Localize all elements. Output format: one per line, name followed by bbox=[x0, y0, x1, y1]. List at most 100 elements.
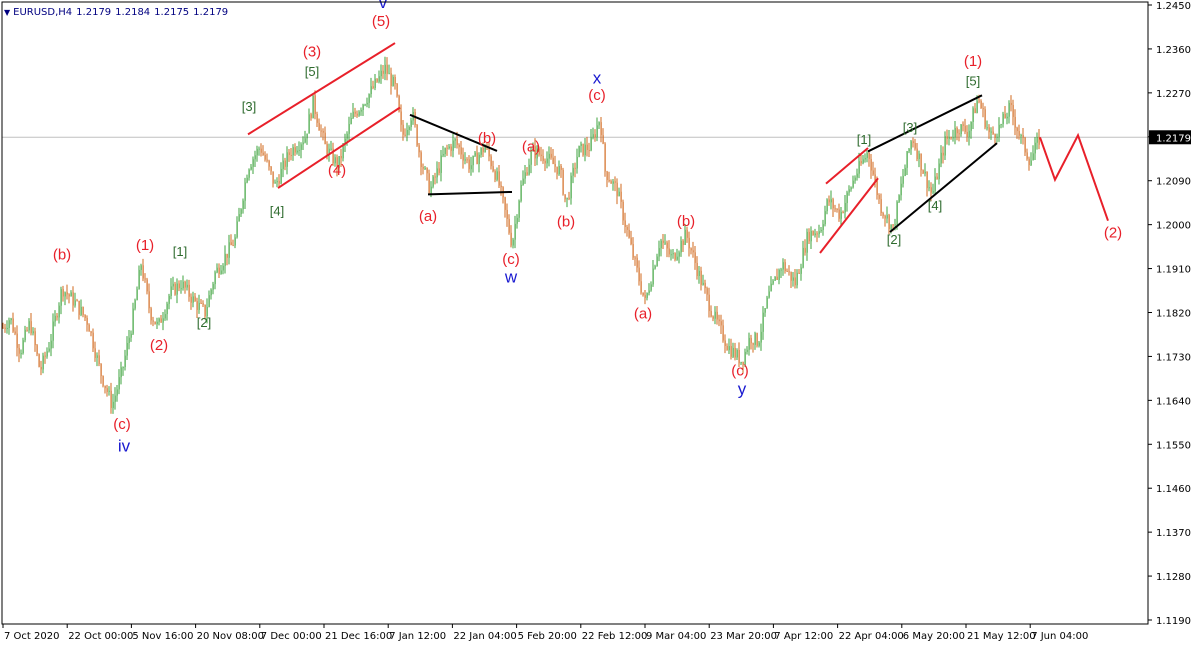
candle bbox=[294, 143, 296, 156]
chart-header: ▼ EURUSD,H4 1.2179 1.2184 1.2175 1.2179 bbox=[4, 7, 232, 18]
candle bbox=[144, 273, 146, 283]
candle bbox=[1034, 137, 1036, 161]
candle bbox=[686, 226, 688, 243]
candle bbox=[714, 306, 716, 325]
candle bbox=[684, 223, 686, 246]
candle bbox=[506, 203, 508, 227]
candle bbox=[444, 147, 446, 158]
candle bbox=[54, 310, 56, 327]
y-tick-label: 1.1550 bbox=[1156, 440, 1191, 451]
candle bbox=[596, 117, 598, 142]
candle bbox=[836, 208, 838, 213]
candle bbox=[452, 133, 454, 158]
candle bbox=[656, 253, 658, 267]
candle bbox=[972, 106, 974, 129]
candle bbox=[42, 352, 44, 374]
candle bbox=[332, 142, 334, 166]
candle bbox=[768, 285, 770, 299]
x-tick-label: 23 Mar 20:00 bbox=[710, 631, 777, 642]
x-tick-label: 9 Mar 04:00 bbox=[646, 631, 706, 642]
candle bbox=[356, 110, 358, 118]
candle bbox=[926, 171, 928, 197]
candle bbox=[340, 148, 342, 167]
candle bbox=[776, 268, 778, 280]
candle bbox=[266, 153, 268, 163]
candle bbox=[724, 334, 726, 354]
candle bbox=[432, 175, 434, 189]
trendline-3 bbox=[409, 113, 498, 152]
candle bbox=[462, 147, 464, 169]
candle bbox=[580, 141, 582, 153]
candle bbox=[608, 171, 610, 183]
candle bbox=[240, 208, 242, 217]
candle bbox=[122, 366, 124, 376]
candle bbox=[472, 155, 474, 173]
candle bbox=[448, 143, 450, 150]
candle bbox=[18, 343, 20, 363]
candle bbox=[10, 317, 12, 325]
candle bbox=[898, 194, 900, 204]
candle bbox=[588, 142, 590, 157]
low-price: 1.2175 bbox=[154, 7, 190, 18]
wave-label: y bbox=[738, 380, 747, 399]
candle bbox=[226, 253, 228, 266]
candle bbox=[318, 118, 320, 131]
trendline-8 bbox=[889, 142, 998, 233]
wave-label: [3] bbox=[903, 120, 917, 135]
candle bbox=[950, 136, 952, 140]
candle bbox=[918, 150, 920, 168]
candle bbox=[644, 289, 646, 305]
collapse-triangle-icon[interactable]: ▼ bbox=[4, 8, 11, 17]
candle bbox=[816, 231, 818, 243]
candle bbox=[804, 239, 806, 256]
candle bbox=[884, 214, 886, 227]
candle bbox=[310, 112, 312, 121]
candle bbox=[362, 103, 364, 116]
candle bbox=[1000, 123, 1002, 129]
candle bbox=[364, 103, 366, 107]
candle bbox=[176, 278, 178, 304]
y-tick-label: 1.2000 bbox=[1156, 221, 1191, 232]
candle bbox=[190, 293, 192, 310]
candle bbox=[626, 224, 628, 237]
candle bbox=[860, 154, 862, 166]
candle bbox=[624, 212, 626, 234]
candle bbox=[306, 133, 308, 145]
candle bbox=[554, 155, 556, 173]
candle bbox=[50, 333, 52, 357]
trendline-2 bbox=[277, 106, 401, 189]
candle bbox=[352, 102, 354, 120]
candle bbox=[842, 210, 844, 214]
candle bbox=[166, 301, 168, 321]
candle bbox=[142, 258, 144, 282]
candle bbox=[372, 80, 374, 90]
candle bbox=[376, 78, 378, 83]
candle bbox=[16, 325, 18, 357]
candle bbox=[212, 281, 214, 295]
candle bbox=[936, 172, 938, 180]
x-tick-label: 20 Nov 08:00 bbox=[197, 631, 264, 642]
candle bbox=[152, 316, 154, 327]
candle bbox=[328, 143, 330, 162]
candle bbox=[612, 178, 614, 191]
candle bbox=[844, 195, 846, 219]
candle bbox=[84, 314, 86, 322]
candle bbox=[520, 180, 522, 203]
candle bbox=[164, 309, 166, 321]
candle bbox=[422, 163, 424, 175]
candle bbox=[366, 97, 368, 108]
candle bbox=[112, 393, 114, 414]
candle bbox=[772, 279, 774, 286]
candle bbox=[888, 213, 890, 235]
candle bbox=[826, 198, 828, 215]
candle bbox=[610, 179, 612, 184]
candle bbox=[44, 351, 46, 364]
candle bbox=[638, 260, 640, 286]
candle bbox=[272, 171, 274, 188]
candle bbox=[988, 124, 990, 139]
y-tick-label: 1.1280 bbox=[1156, 572, 1191, 583]
candle bbox=[646, 292, 648, 301]
wave-label: w bbox=[504, 268, 518, 287]
candles-layer bbox=[2, 56, 1040, 414]
candle bbox=[948, 130, 950, 146]
